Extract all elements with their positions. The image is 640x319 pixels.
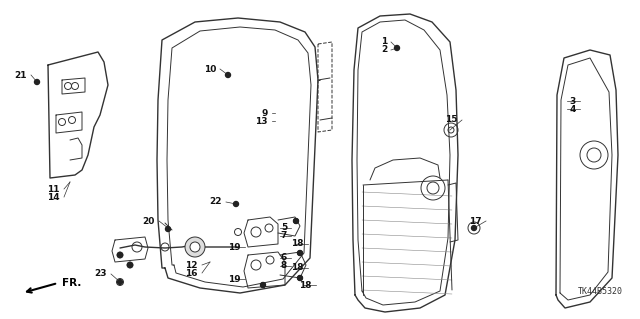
Text: 10: 10 [204, 64, 216, 73]
Text: 22: 22 [209, 197, 222, 206]
Circle shape [127, 263, 132, 268]
Circle shape [234, 202, 239, 206]
Text: 3: 3 [570, 97, 576, 106]
Circle shape [225, 72, 230, 78]
Circle shape [260, 283, 266, 287]
Text: 14: 14 [47, 192, 60, 202]
Text: 11: 11 [47, 184, 60, 194]
Circle shape [166, 226, 170, 232]
Circle shape [118, 279, 122, 285]
Circle shape [190, 242, 200, 252]
Circle shape [185, 237, 205, 257]
Circle shape [472, 226, 477, 231]
Text: 6: 6 [281, 254, 287, 263]
Text: 8: 8 [281, 262, 287, 271]
Text: 17: 17 [469, 217, 482, 226]
Circle shape [298, 250, 303, 256]
Circle shape [35, 79, 40, 85]
Text: 15: 15 [445, 115, 458, 124]
Text: 9: 9 [262, 108, 268, 117]
Text: 18: 18 [300, 280, 312, 290]
Text: 7: 7 [280, 232, 287, 241]
Text: TK44B5320: TK44B5320 [578, 287, 623, 296]
Text: 2: 2 [381, 46, 387, 55]
Text: 18: 18 [291, 240, 304, 249]
Text: FR.: FR. [62, 278, 81, 288]
Text: 16: 16 [186, 269, 198, 278]
Text: 18: 18 [291, 263, 304, 272]
Circle shape [298, 276, 303, 280]
Text: 4: 4 [570, 105, 576, 114]
Text: 20: 20 [143, 217, 155, 226]
Text: 5: 5 [281, 224, 287, 233]
Text: 21: 21 [15, 70, 27, 79]
Text: 19: 19 [228, 275, 241, 284]
Text: 19: 19 [228, 242, 241, 251]
Text: 12: 12 [186, 261, 198, 270]
Text: 13: 13 [255, 116, 268, 125]
Circle shape [394, 46, 399, 50]
Text: 1: 1 [381, 38, 387, 47]
Text: 23: 23 [95, 270, 107, 278]
Circle shape [118, 253, 122, 257]
Circle shape [294, 219, 298, 224]
